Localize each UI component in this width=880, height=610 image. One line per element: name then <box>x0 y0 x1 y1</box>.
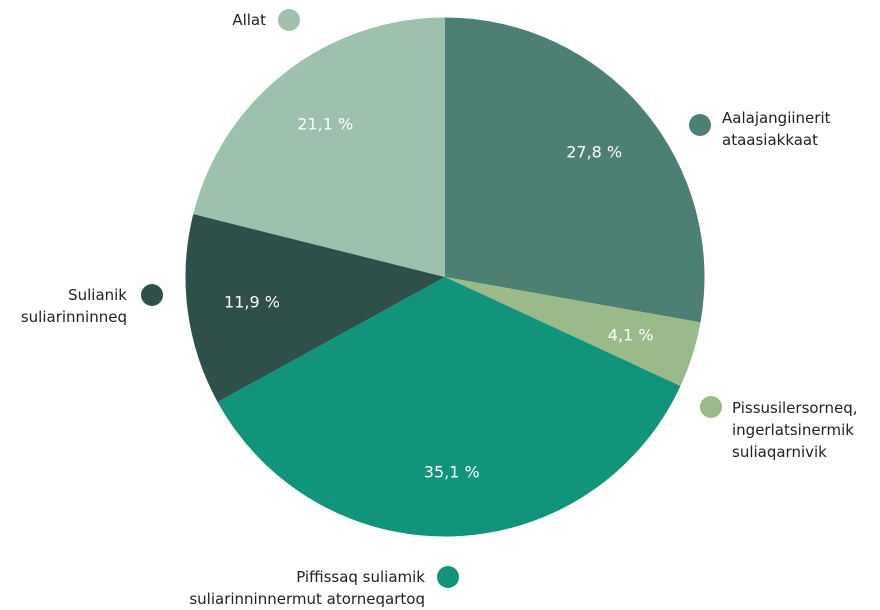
value-label: 27,8 % <box>566 142 623 162</box>
pie-slice <box>217 277 681 537</box>
legend-marker <box>437 566 459 588</box>
legend-label: Aalajangiinerit ataasiakkaat <box>722 109 831 149</box>
pie-slice <box>185 214 445 403</box>
value-label: 4,1 % <box>607 325 654 345</box>
value-label: 35,1 % <box>423 462 480 481</box>
value-label: 11,9 % <box>224 292 280 312</box>
pie-slice <box>445 277 701 387</box>
legend-label: Allat <box>232 11 266 29</box>
legend-label: Pissusilersorneq, ingerlatsinermik sulia… <box>732 399 858 461</box>
pie-slice <box>193 17 445 277</box>
legend-marker <box>141 284 163 306</box>
legend-marker <box>689 114 711 136</box>
legend-label: Sulianik suliarinninneq <box>20 286 127 326</box>
value-label: 21,1 % <box>297 114 354 134</box>
legend-marker <box>278 9 300 31</box>
legend-marker <box>700 396 722 418</box>
pie-slice <box>445 17 705 323</box>
legend-label: Piffissaq suliamik suliarinninnermut ato… <box>189 568 425 608</box>
